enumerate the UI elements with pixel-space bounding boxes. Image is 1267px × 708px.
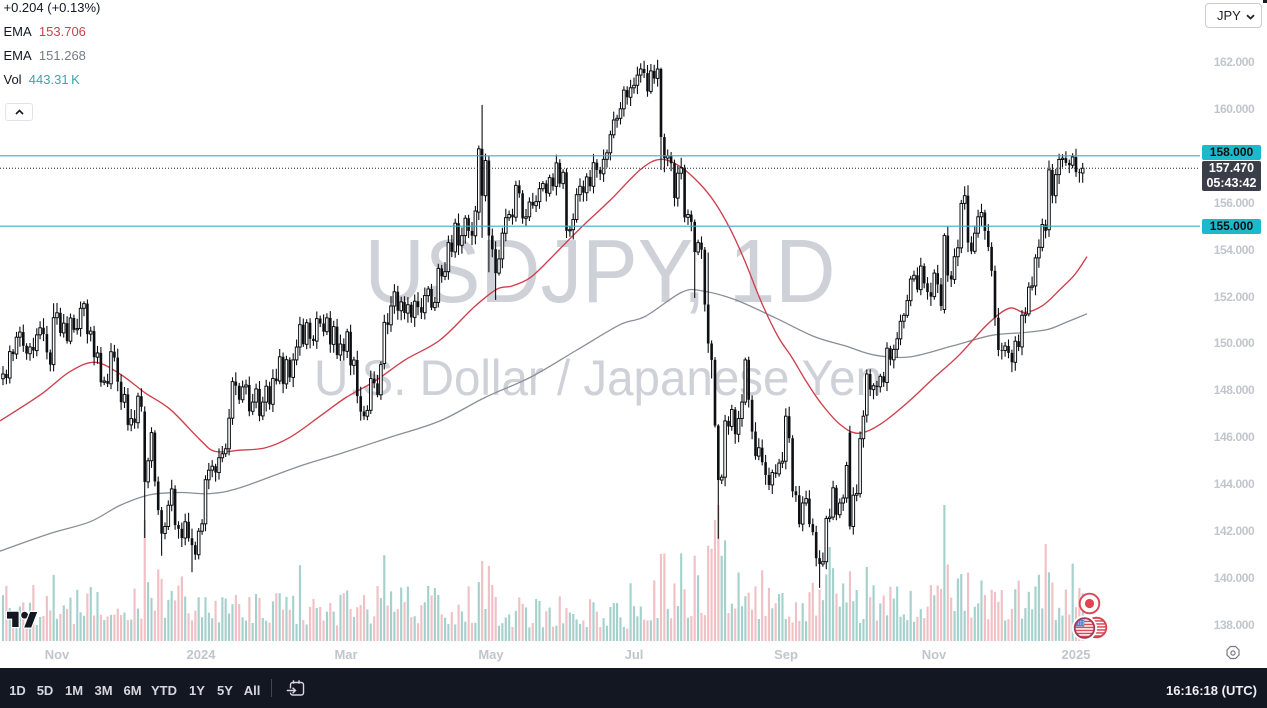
svg-text:U.S. Dollar / Japanese Yen: U.S. Dollar / Japanese Yen: [314, 350, 882, 406]
